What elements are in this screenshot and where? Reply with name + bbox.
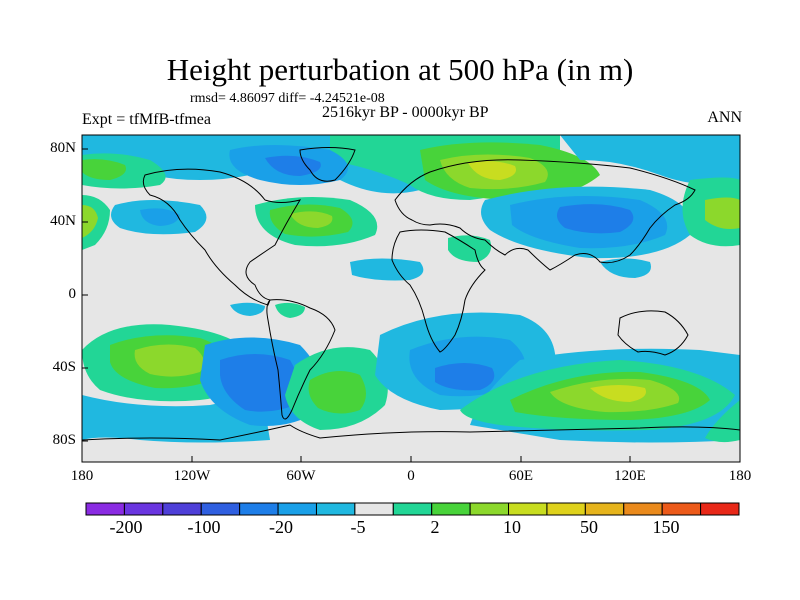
contour-spac-yellow [134, 344, 204, 377]
colorbar-swatch [354, 502, 394, 516]
period-label: 2516kyr BP - 0000kyr BP [322, 104, 489, 121]
colorbar-swatch [200, 502, 241, 516]
coastlines [82, 147, 740, 441]
x-tick-label-180e: 180 [728, 468, 752, 484]
x-tick-label-120w: 120W [173, 468, 211, 484]
season-label: ANN [707, 109, 742, 126]
coastline-eurasia [394, 159, 696, 271]
map-title: Height perturbation at 500 hPa (in m) [166, 52, 634, 87]
contour-npac-blue-core [140, 208, 180, 226]
coastline-south-america [266, 299, 336, 420]
axis-ticks [81, 148, 741, 462]
contour-pac-blue-small [230, 302, 265, 316]
colorbar-label-2: 2 [430, 517, 440, 537]
colorbar-label-150: 150 [652, 517, 680, 537]
colorbar-swatch [431, 502, 471, 516]
contour-greenland-dark [265, 155, 321, 176]
x-tick-label-60w: 60W [286, 468, 316, 484]
x-tick-label-120e: 120E [614, 468, 646, 484]
y-tick-label-80n: 80N [50, 140, 76, 156]
colorbar-swatch [239, 502, 279, 516]
y-tick-label-40s: 40S [52, 359, 76, 375]
contour-epac-yellow [705, 197, 740, 229]
contour-sam-blue-dark [220, 354, 299, 412]
colorbar-swatch [508, 502, 548, 516]
colorbar-swatch [85, 502, 125, 516]
contour-siberia-core [468, 161, 516, 180]
colorbar [85, 502, 740, 516]
contour-sind-blue3 [435, 363, 495, 391]
colorbar-swatch [700, 502, 740, 516]
contour-trop-green [448, 235, 492, 262]
contour-indian-blue-small [600, 258, 651, 278]
y-tick-label-0: 0 [68, 286, 77, 302]
coastline-greenland [299, 147, 356, 182]
colorbar-swatch [123, 502, 164, 516]
x-tick-label-60e: 60E [508, 468, 534, 484]
contour-trop-blue [350, 258, 424, 281]
colorbar-swatch [661, 502, 702, 516]
colorbar-swatch [469, 502, 510, 516]
colorbar-swatch [277, 502, 317, 516]
y-tick-label-80s: 80S [52, 432, 76, 448]
contour-na-yellow [290, 211, 333, 228]
coastline-africa [391, 229, 486, 353]
coastline-australia [617, 310, 689, 356]
colorbar-label-50: 50 [580, 517, 598, 537]
contour-satl-green2 [308, 371, 366, 414]
contour-north-pacific-green2 [82, 159, 126, 180]
colorbar-swatch [584, 502, 625, 516]
colorbar-swatch [162, 502, 202, 516]
colorbar-swatch [392, 502, 433, 516]
colorbar-label-neg20: -20 [269, 517, 293, 537]
contour-ant-green [705, 400, 740, 443]
contour-npac-west-green2 [82, 205, 98, 238]
colorbar-swatch [546, 502, 586, 516]
colorbar-label-neg200: -200 [109, 517, 143, 537]
colorbar-swatch [315, 502, 356, 516]
coastline-antarctica [82, 424, 740, 441]
contour-aus-core [590, 385, 646, 402]
contour-east-pacific-blue [639, 139, 740, 169]
x-tick-label-180w: 180 [70, 468, 94, 484]
contour-asia-blue3 [556, 204, 634, 234]
x-tick-label-0: 0 [407, 468, 415, 484]
stats-text: rmsd= 4.86097 diff= -4.24521e-08 [190, 91, 385, 106]
contour-field [82, 135, 740, 462]
contour-pac-green-small [275, 302, 305, 318]
y-tick-label-40n: 40N [50, 213, 76, 229]
colorbar-label-neg5: -5 [350, 517, 366, 537]
colorbar-label-neg100: -100 [187, 517, 221, 537]
colorbar-swatch [623, 502, 663, 516]
contour-south-neutral [82, 442, 740, 462]
experiment-label: Expt = tfMfB-tfmea [82, 111, 211, 128]
coastline-north-america [142, 168, 302, 306]
colorbar-label-10: 10 [503, 517, 521, 537]
